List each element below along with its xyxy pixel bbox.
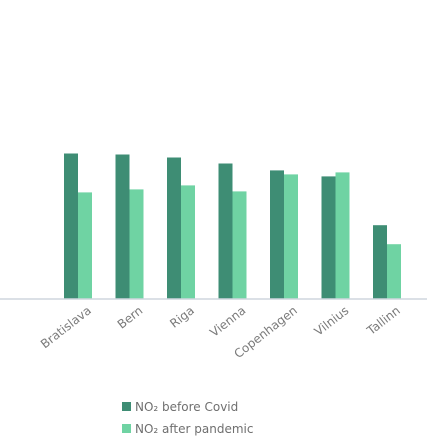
bar-tallinn-after-pandemic [387, 244, 401, 299]
bars-group [64, 153, 401, 299]
bar-bern-before-covid [115, 154, 130, 299]
x-tick-label-riga: Riga [167, 303, 197, 330]
legend: NO₂ before Covid NO₂ after pandemic [122, 400, 253, 436]
bar-riga-before-covid [167, 157, 181, 299]
bar-tallinn-before-covid [373, 225, 387, 299]
bar-bratislava-before-covid [64, 153, 78, 299]
legend-label-after-pandemic: NO₂ after pandemic [135, 422, 253, 436]
bar-vilnius-after-pandemic [335, 172, 350, 299]
bar-vienna-after-pandemic [232, 191, 247, 299]
legend-swatch-before-covid [122, 402, 131, 411]
bar-copenhagen-after-pandemic [284, 174, 298, 299]
x-tick-label-vienna: Vienna [207, 303, 248, 339]
x-tick-label-bern: Bern [115, 303, 146, 331]
bar-vilnius-before-covid [321, 176, 336, 299]
bar-bern-after-pandemic [129, 189, 144, 299]
bar-vienna-before-covid [218, 163, 233, 299]
x-tick-label-bratislava: Bratislava [38, 303, 94, 351]
legend-swatch-after-pandemic [122, 424, 131, 433]
bar-riga-after-pandemic [181, 185, 195, 299]
bar-copenhagen-before-covid [270, 170, 284, 299]
x-tick-label-vilnius: Vilnius [312, 303, 352, 338]
bar-bratislava-after-pandemic [78, 192, 92, 299]
legend-label-before-covid: NO₂ before Covid [135, 400, 238, 414]
x-tick-label-tallinn: Tallinn [364, 303, 403, 338]
